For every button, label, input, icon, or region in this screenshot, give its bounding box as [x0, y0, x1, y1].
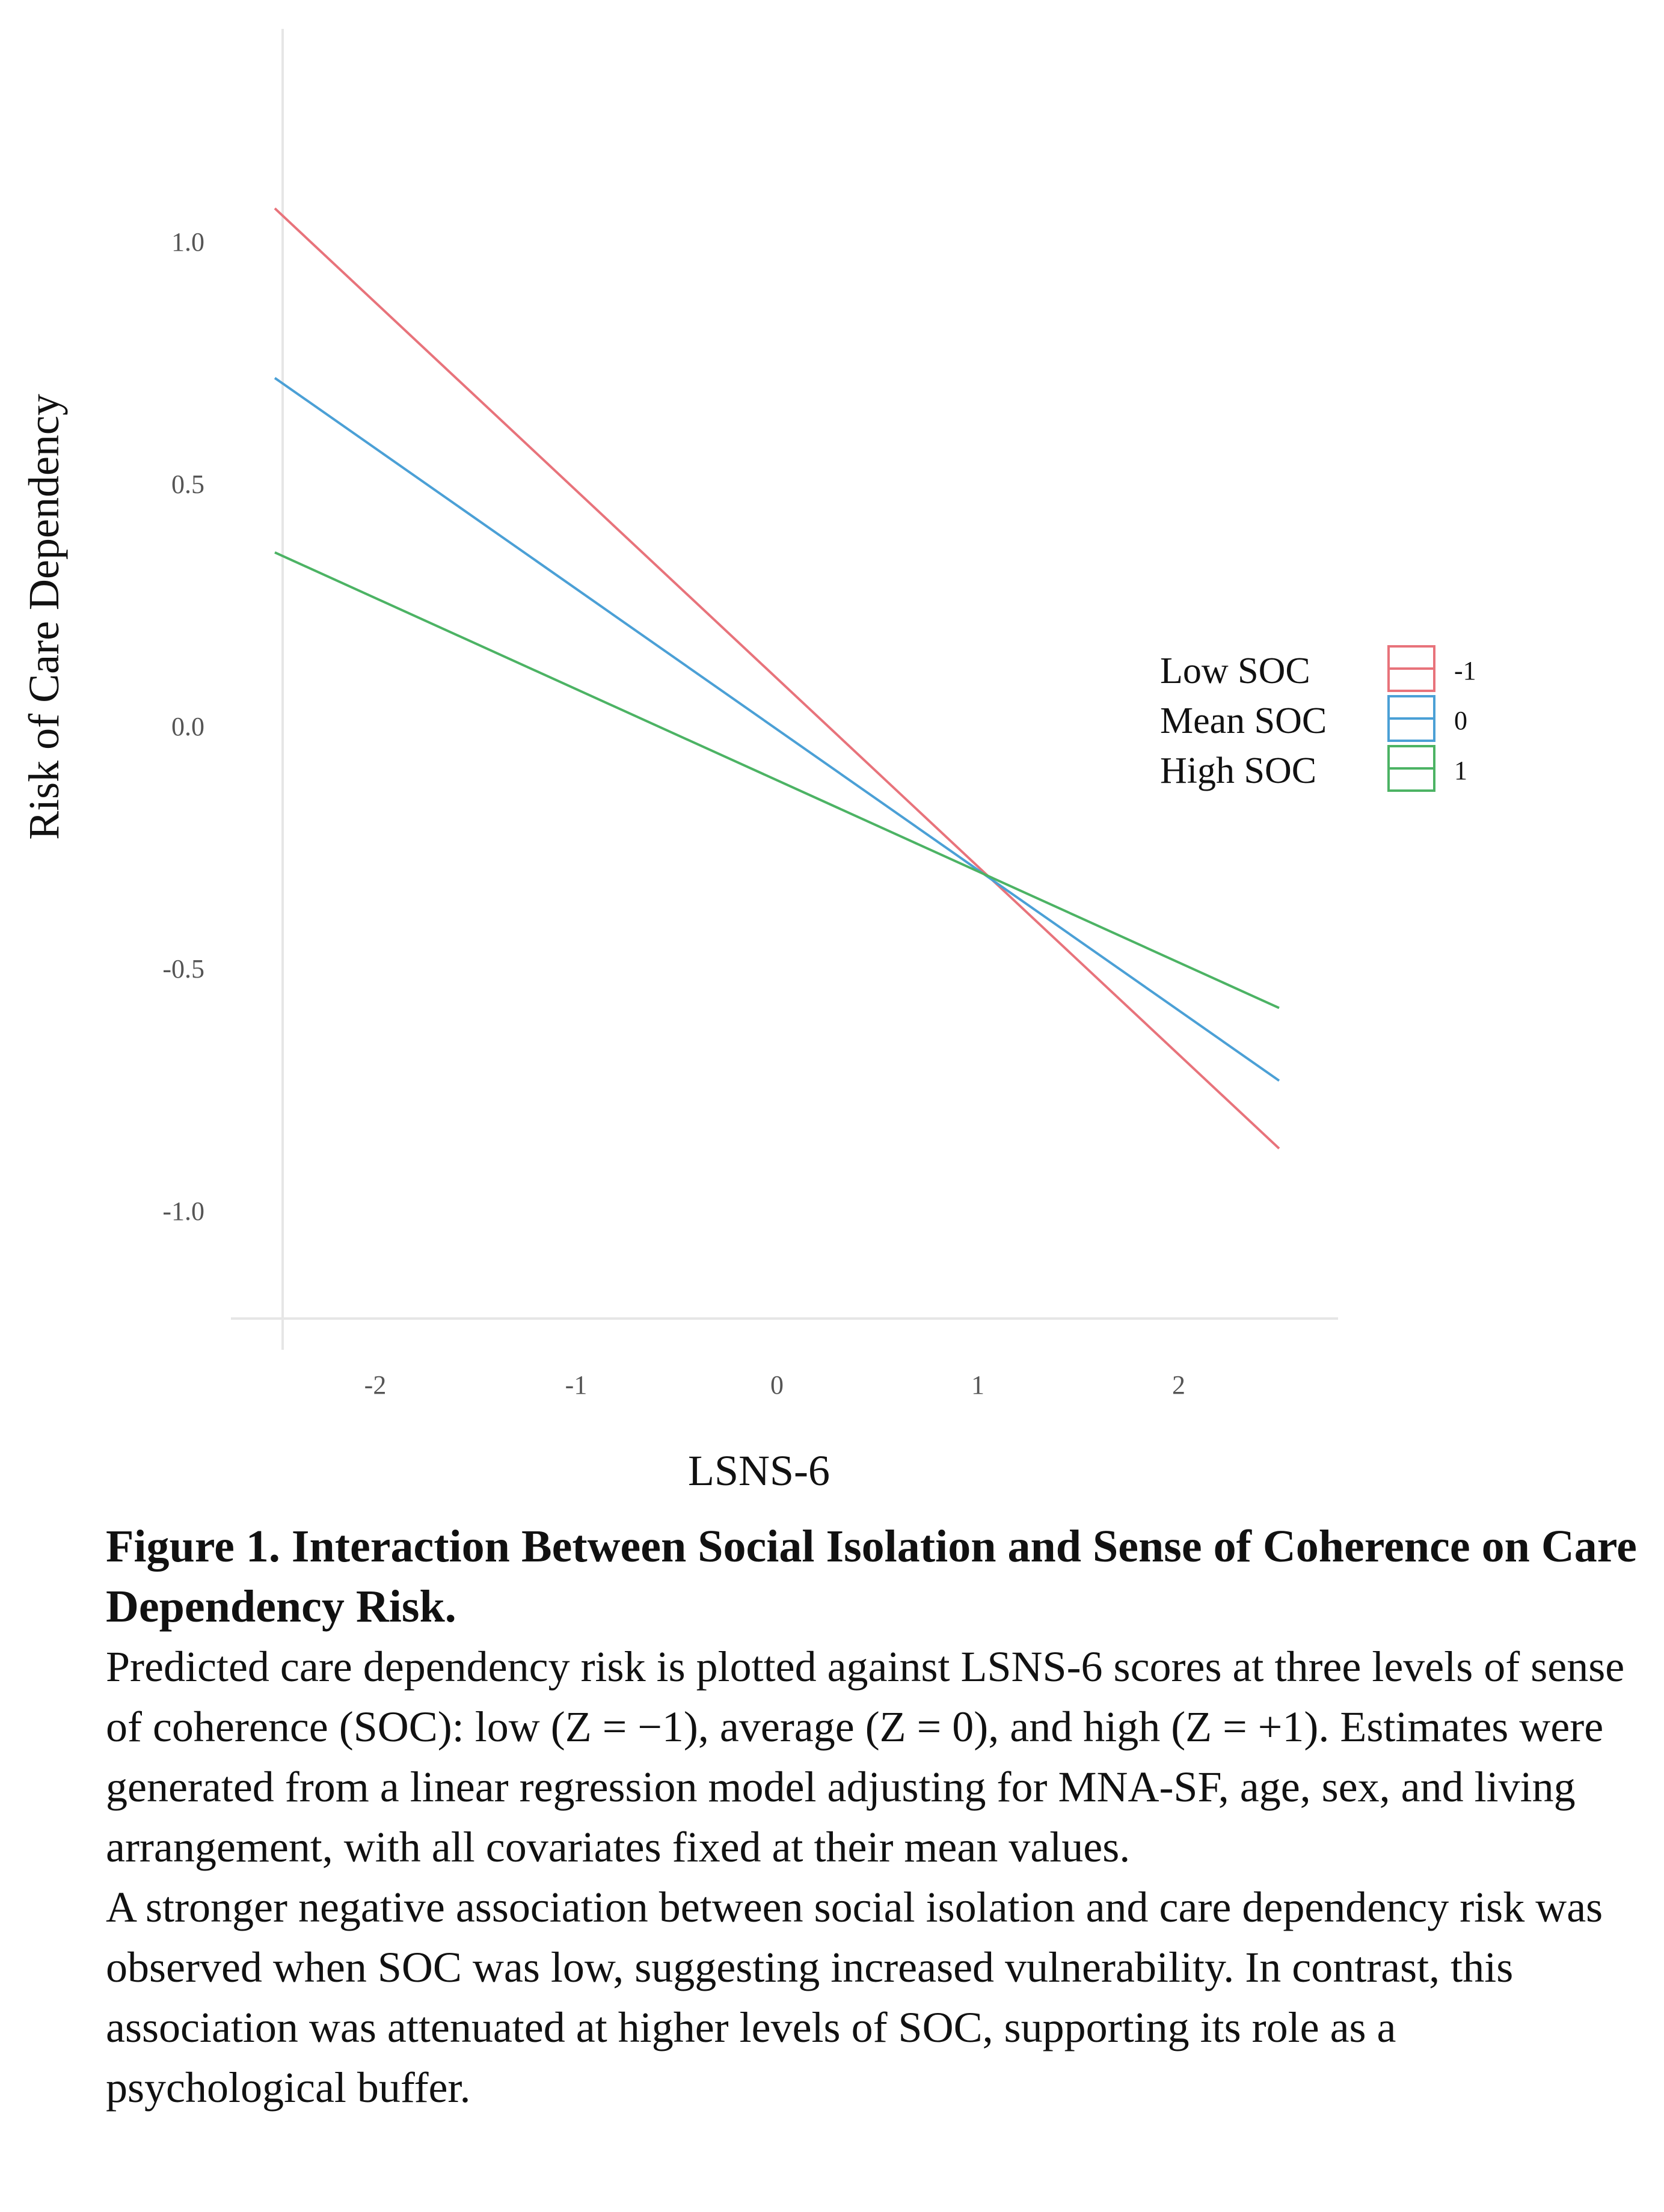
legend-level: 0: [1454, 706, 1467, 735]
series-line: [274, 377, 1280, 1082]
y-tick-label: 0.5: [171, 470, 204, 499]
x-axis-title: LSNS-6: [688, 1447, 830, 1495]
x-tick-labels: -2 -1 0 1 2: [364, 1370, 1185, 1400]
x-tick-label: 2: [1172, 1370, 1185, 1400]
y-tick-labels: 1.0 0.5 0.0 -0.5 -1.0: [162, 227, 204, 1226]
x-tick-label: 1: [971, 1370, 984, 1400]
legend-label: Low SOC: [1160, 651, 1310, 691]
legend-level: -1: [1454, 656, 1476, 685]
legend-label: Mean SOC: [1160, 700, 1327, 741]
legend-label: High SOC: [1160, 750, 1316, 791]
caption-paragraph-1: Predicted care dependency risk is plotte…: [106, 1643, 1625, 1871]
y-axis-title: Risk of Care Dependency: [20, 394, 68, 840]
y-tick-label: 1.0: [171, 227, 204, 257]
y-tick-label: 0.0: [171, 712, 204, 741]
figure-caption: Figure 1. Interaction Between Social Iso…: [106, 1516, 1645, 2118]
legend: Low SOC -1 Mean SOC 0 High SOC 1: [1160, 645, 1476, 792]
y-tick-label: -0.5: [162, 954, 204, 984]
x-tick-label: 0: [770, 1370, 784, 1400]
series-line: [274, 551, 1280, 1009]
legend-level: 1: [1454, 756, 1467, 785]
series-lines: [274, 207, 1280, 1150]
y-tick-label: -1.0: [162, 1196, 204, 1226]
caption-title: Figure 1. Interaction Between Social Iso…: [106, 1521, 1637, 1632]
x-tick-label: -2: [364, 1370, 387, 1400]
x-tick-label: -1: [565, 1370, 588, 1400]
series-line: [274, 207, 1280, 1150]
interaction-line-chart: 1.0 0.5 0.0 -0.5 -1.0 -2 -1 0 1 2 Risk of Care D…: [20, 29, 1476, 1495]
caption-paragraph-2: A stronger negative association between …: [106, 1883, 1603, 2112]
